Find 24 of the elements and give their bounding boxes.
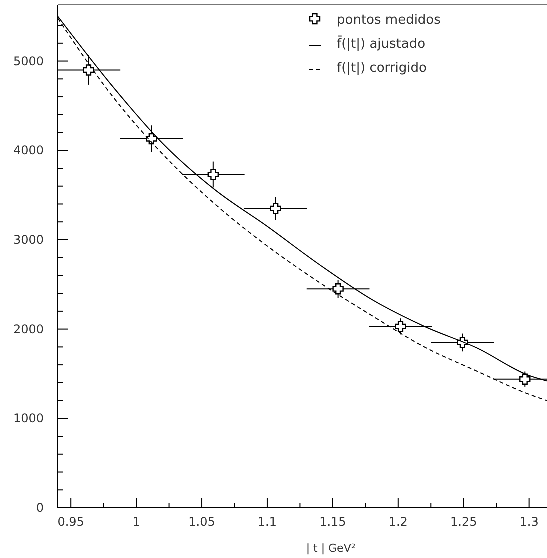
legend-label: f(|t|) corrigido <box>337 61 427 76</box>
point <box>270 203 282 214</box>
x-tick-label: 1 <box>132 515 140 529</box>
y-tick-label: 1000 <box>13 412 44 426</box>
x-tick-label: 0.95 <box>58 515 84 529</box>
x-tick-label: 1.05 <box>188 515 216 529</box>
x-axis-title: | t | GeV² <box>306 542 356 555</box>
y-tick-label: 3000 <box>13 232 44 247</box>
x-tick-label: 1.3 <box>520 515 539 529</box>
y-tick-label: 2000 <box>13 322 44 336</box>
point <box>208 169 220 180</box>
x-tick-label: 1.2 <box>388 515 408 529</box>
legend-label: f̄(|t|) ajustado <box>337 36 426 52</box>
y-tick-label: 5000 <box>13 54 44 68</box>
x-tick-label: 1.25 <box>450 515 478 529</box>
point <box>332 284 344 295</box>
point <box>395 321 406 332</box>
y-tick-label: 4000 <box>13 144 44 158</box>
point <box>83 64 94 76</box>
legend-label: pontos medidos <box>337 13 442 28</box>
point <box>520 374 531 385</box>
x-tick-label: 1.1 <box>258 515 278 529</box>
x-tick-label: 1.15 <box>320 515 346 529</box>
y-tick-label: 0 <box>36 501 44 515</box>
